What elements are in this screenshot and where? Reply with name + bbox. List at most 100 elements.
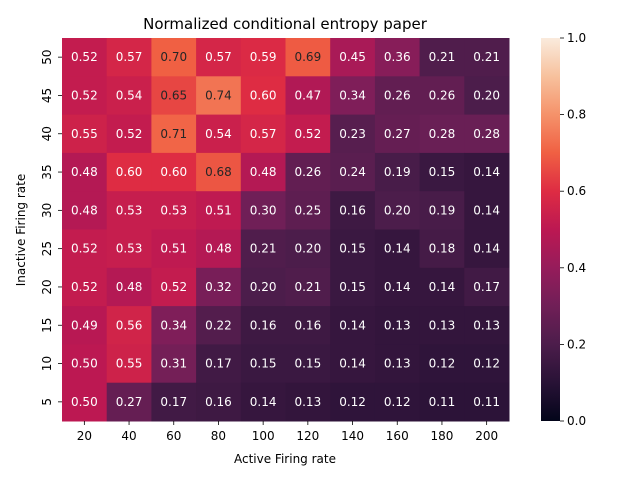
heatmap-cell xyxy=(196,152,242,192)
x-axis: 20 40 60 80 100 120 140 160 180 200 xyxy=(77,421,498,443)
heatmap-cell xyxy=(419,191,465,230)
heatmap-cell xyxy=(330,114,376,154)
heatmap-cell xyxy=(151,382,197,422)
x-tick-label: 80 xyxy=(211,429,226,443)
heatmap-cell xyxy=(419,382,465,422)
heatmap-cell xyxy=(464,267,510,307)
heatmap-cell xyxy=(62,267,108,307)
cell-value-label: 0.49 xyxy=(71,318,98,332)
cell-value-label: 0.28 xyxy=(473,127,500,141)
heatmap-cell xyxy=(419,267,465,307)
cell-value-label: 0.51 xyxy=(205,203,232,217)
y-tick-label: 5 xyxy=(40,398,54,406)
cell-value-label: 0.55 xyxy=(116,357,143,371)
heatmap-cell xyxy=(374,38,421,77)
cell-value-label: 0.57 xyxy=(205,50,232,64)
heatmap-cell xyxy=(285,76,331,116)
cell-value-label: 0.60 xyxy=(116,165,143,179)
cell-value-label: 0.28 xyxy=(429,127,456,141)
heatmap-cell xyxy=(151,38,197,77)
x-tick-label: 160 xyxy=(386,429,409,443)
cell-value-label: 0.52 xyxy=(116,127,143,141)
heatmap-cell xyxy=(62,38,108,77)
cell-value-label: 0.18 xyxy=(429,242,456,256)
cell-value-label: 0.16 xyxy=(339,203,366,217)
cell-value-label: 0.14 xyxy=(384,242,411,256)
cell-value-label: 0.14 xyxy=(339,357,366,371)
cell-value-label: 0.14 xyxy=(384,280,411,294)
cell-value-label: 0.17 xyxy=(473,280,500,294)
cell-value-label: 0.21 xyxy=(429,50,456,64)
cell-value-label: 0.71 xyxy=(160,127,187,141)
cell-value-label: 0.21 xyxy=(250,242,277,256)
x-tick-label: 100 xyxy=(252,429,275,443)
heatmap-cell xyxy=(330,76,376,116)
y-tick-label: 15 xyxy=(40,318,54,333)
heatmap-cell xyxy=(285,229,331,269)
heatmap-cell xyxy=(196,344,242,384)
heatmap-cell xyxy=(106,38,152,77)
heatmap-cell xyxy=(419,114,465,154)
cell-value-label: 0.11 xyxy=(429,395,456,409)
colorbar-axis: 0.0 0.2 0.4 0.6 0.8 1.0 xyxy=(560,31,586,428)
heatmap-cell xyxy=(151,76,197,116)
x-tick-label: 140 xyxy=(341,429,364,443)
cell-value-label: 0.13 xyxy=(384,318,411,332)
cell-value-label: 0.16 xyxy=(205,395,232,409)
cell-value-label: 0.36 xyxy=(384,50,411,64)
heatmap-cell xyxy=(285,191,331,230)
heatmap-cell xyxy=(151,152,197,192)
cell-value-label: 0.15 xyxy=(429,165,456,179)
heatmap-cell xyxy=(330,152,376,192)
cell-value-label: 0.20 xyxy=(250,280,277,294)
heatmap-cell xyxy=(62,152,108,192)
heatmap-cell xyxy=(196,76,242,116)
cell-value-label: 0.20 xyxy=(384,203,411,217)
cell-value-label: 0.57 xyxy=(250,127,277,141)
heatmap-cells: 0.52 0.57 0.70 0.57 0.59 0.69 0.45 0.36 0.21 0.21… xyxy=(62,38,510,422)
heatmap-cell xyxy=(196,191,242,230)
cell-value-label: 0.55 xyxy=(71,127,98,141)
cell-value-label: 0.14 xyxy=(339,318,366,332)
heatmap-cell xyxy=(196,267,242,307)
heatmap-cell xyxy=(464,152,510,192)
heatmap-cell xyxy=(374,229,421,269)
heatmap-cell xyxy=(374,267,421,307)
heatmap-cell xyxy=(106,76,152,116)
cell-value-label: 0.15 xyxy=(339,280,366,294)
cell-value-label: 0.17 xyxy=(160,395,187,409)
heatmap-cell xyxy=(240,382,286,422)
heatmap-cell xyxy=(330,229,376,269)
heatmap-cell xyxy=(330,306,376,345)
y-tick-label: 25 xyxy=(40,241,54,256)
cell-value-label: 0.59 xyxy=(250,50,277,64)
chart-title: Normalized conditional entropy paper xyxy=(143,15,428,33)
heatmap-cell xyxy=(151,229,197,269)
heatmap-cell xyxy=(285,306,331,345)
cell-value-label: 0.15 xyxy=(294,357,321,371)
cell-value-label: 0.20 xyxy=(294,242,321,256)
heatmap-cell xyxy=(240,38,286,77)
cell-value-label: 0.70 xyxy=(160,50,187,64)
cell-value-label: 0.52 xyxy=(71,280,98,294)
heatmap-cell xyxy=(464,114,510,154)
y-axis: 50 45 40 35 30 25 20 15 10 5 xyxy=(40,50,62,406)
heatmap-cell xyxy=(106,382,152,422)
heatmap-cell xyxy=(374,152,421,192)
heatmap-cell xyxy=(285,267,331,307)
heatmap-cell xyxy=(419,306,465,345)
cell-value-label: 0.56 xyxy=(116,318,143,332)
cell-value-label: 0.52 xyxy=(71,88,98,102)
cell-value-label: 0.13 xyxy=(473,318,500,332)
colorbar-tick-label: 0.8 xyxy=(567,108,586,122)
heatmap-cell xyxy=(285,38,331,77)
heatmap-cell xyxy=(240,114,286,154)
heatmap-cell xyxy=(196,382,242,422)
cell-value-label: 0.54 xyxy=(205,127,232,141)
cell-value-label: 0.14 xyxy=(473,203,500,217)
cell-value-label: 0.51 xyxy=(160,242,187,256)
heatmap-cell xyxy=(151,306,197,345)
cell-value-label: 0.14 xyxy=(473,165,500,179)
cell-value-label: 0.13 xyxy=(384,357,411,371)
heatmap-cell xyxy=(330,344,376,384)
